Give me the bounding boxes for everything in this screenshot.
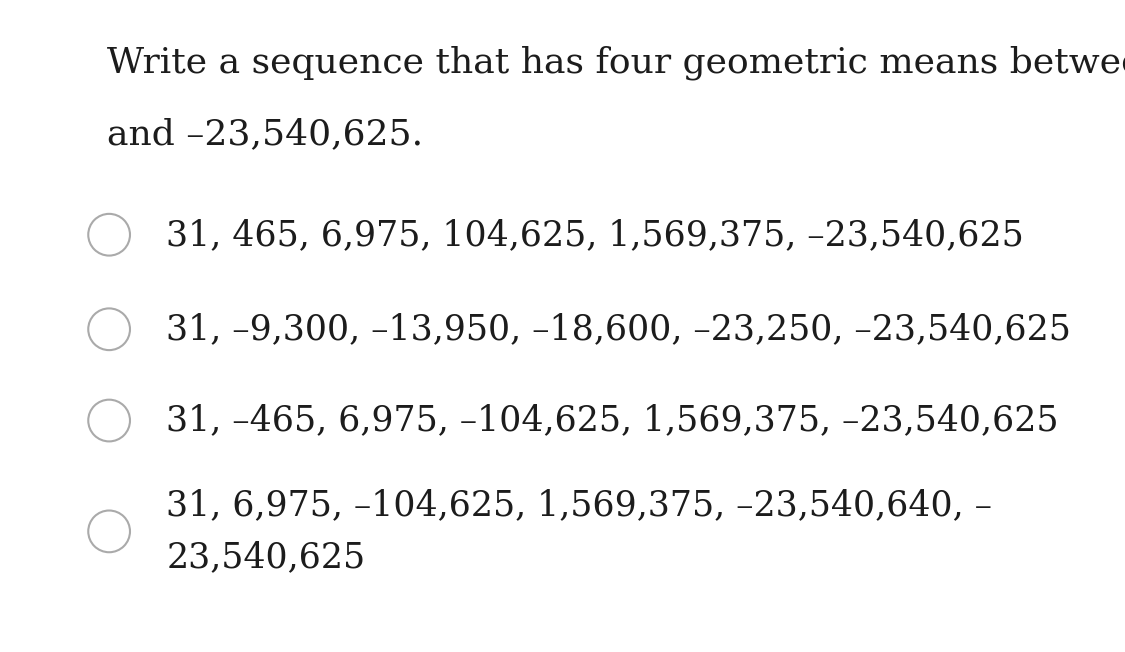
Text: 31, –465, 6,975, –104,625, 1,569,375, –23,540,625: 31, –465, 6,975, –104,625, 1,569,375, –2… [166,404,1059,437]
Text: Write a sequence that has four geometric means between 31: Write a sequence that has four geometric… [107,46,1125,80]
Text: 31, 6,975, –104,625, 1,569,375, –23,540,640, –: 31, 6,975, –104,625, 1,569,375, –23,540,… [166,488,992,522]
Text: and –23,540,625.: and –23,540,625. [107,117,423,151]
Text: 31, –9,300, –13,950, –18,600, –23,250, –23,540,625: 31, –9,300, –13,950, –18,600, –23,250, –… [166,312,1071,346]
Text: 23,540,625: 23,540,625 [166,541,366,574]
Text: 31, 465, 6,975, 104,625, 1,569,375, –23,540,625: 31, 465, 6,975, 104,625, 1,569,375, –23,… [166,218,1024,252]
